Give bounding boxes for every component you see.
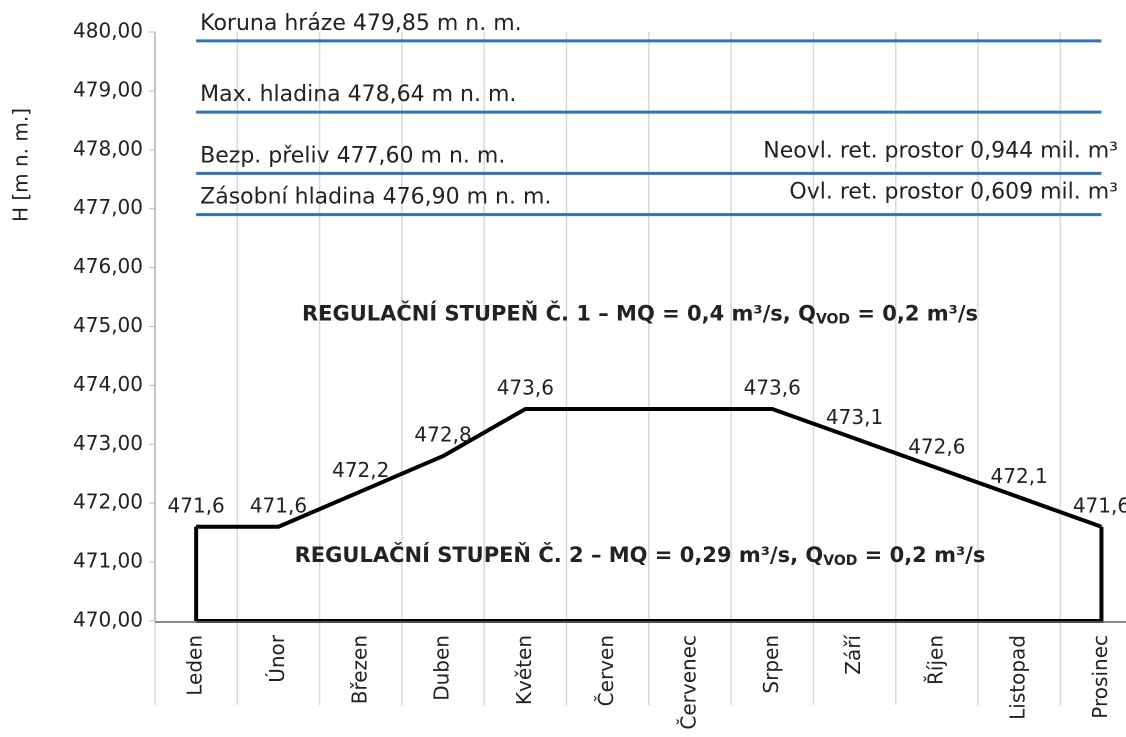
y-tick-label: 480,00: [73, 19, 143, 43]
x-tick-label: Červen: [594, 635, 618, 706]
value-label: 472,8: [414, 423, 471, 447]
value-label: 473,6: [744, 375, 801, 399]
x-tick-label: Srpen: [759, 635, 783, 694]
y-tick-label: 476,00: [73, 254, 143, 278]
value-label: 473,6: [497, 375, 554, 399]
regulation-label: REGULAČNÍ STUPEŇ Č. 2 – MQ = 0,29 m³/s, …: [295, 542, 986, 569]
reference-label: Koruna hráze 479,85 m n. m.: [200, 11, 522, 36]
x-tick-label: Únor: [265, 634, 289, 683]
y-tick-label: 474,00: [73, 372, 143, 396]
x-tick-label: Září: [841, 634, 865, 675]
x-tick-label: Leden: [183, 635, 207, 696]
y-tick-label: 473,00: [73, 431, 143, 455]
y-tick-label: 477,00: [73, 195, 143, 219]
regulation-label: REGULAČNÍ STUPEŇ Č. 1 – MQ = 0,4 m³/s, Q…: [302, 301, 978, 328]
value-label: 471,6: [1073, 493, 1126, 517]
value-label: 472,1: [991, 464, 1048, 488]
regulation-label-part: REGULAČNÍ STUPEŇ Č. 2 – MQ = 0,29 m³/s, …: [295, 542, 824, 567]
x-tick-label: Červenec: [676, 635, 700, 730]
annotation: Ovl. ret. prostor 0,609 mil. m³: [789, 180, 1118, 205]
y-tick-label: 471,00: [73, 549, 143, 573]
y-tick-label: 478,00: [73, 136, 143, 160]
reference-label: Bezp. přeliv 477,60 m n. m.: [200, 143, 505, 168]
regulation-label-part: VOD: [823, 553, 857, 569]
x-tick-label: Prosinec: [1088, 635, 1112, 719]
value-label: 471,6: [168, 493, 225, 517]
y-tick-label: 470,00: [73, 608, 143, 632]
regulation-label-part: = 0,2 m³/s: [857, 543, 985, 567]
x-tick-label: Březen: [347, 635, 371, 704]
value-label: 472,2: [332, 458, 389, 482]
value-label: 471,6: [250, 493, 307, 517]
x-tick-label: Duben: [430, 635, 454, 701]
reference-label: Zásobní hladina 476,90 m n. m.: [200, 185, 551, 210]
y-tick-label: 475,00: [73, 313, 143, 337]
reference-label: Max. hladina 478,64 m n. m.: [200, 82, 516, 107]
regulation-label-part: = 0,2 m³/s: [850, 302, 978, 326]
y-tick-label: 472,00: [73, 490, 143, 514]
y-tick-label: 479,00: [73, 77, 143, 101]
regulation-label-part: VOD: [816, 312, 850, 328]
value-label: 472,6: [908, 434, 965, 458]
series-line: [196, 406, 1103, 529]
x-tick-label: Říjen: [923, 635, 947, 685]
value-label: 473,1: [826, 405, 883, 429]
x-tick-label: Květen: [512, 635, 536, 705]
outline: [196, 526, 1104, 623]
y-axis-label: H [m n. m.]: [9, 108, 33, 222]
regulation-label-part: REGULAČNÍ STUPEŇ Č. 1 – MQ = 0,4 m³/s, Q: [302, 301, 816, 326]
annotation: Neovl. ret. prostor 0,944 mil. m³: [763, 138, 1118, 163]
x-tick-label: Listopad: [1006, 635, 1030, 720]
